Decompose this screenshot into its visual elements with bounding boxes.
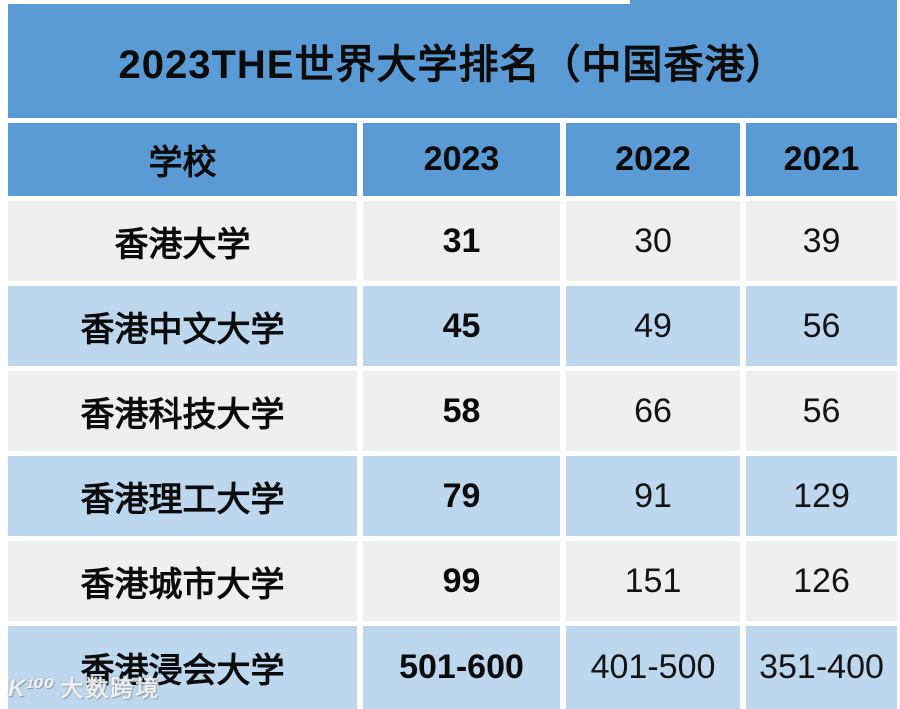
table-row-polyu: 香港理工大学 79 91 129 xyxy=(8,456,897,536)
rank-2022: 66 xyxy=(566,371,740,451)
header-cell-school: 学校 xyxy=(8,123,357,196)
school-name: 香港城市大学 xyxy=(8,541,357,621)
rank-2021: 129 xyxy=(746,456,897,536)
rank-2023: 501-600 xyxy=(363,626,560,709)
page-title: 2023THE世界大学排名（中国香港） xyxy=(118,43,787,87)
header-cell-2023: 2023 xyxy=(363,123,560,196)
rank-2023: 31 xyxy=(363,201,560,281)
rank-2023: 99 xyxy=(363,541,560,621)
table-row-hku: 香港大学 31 30 39 xyxy=(8,201,897,281)
rank-2021: 126 xyxy=(746,541,897,621)
rank-2021: 56 xyxy=(746,286,897,366)
table-row-cityu: 香港城市大学 99 151 126 xyxy=(8,541,897,621)
table-row-hkbu: 香港浸会大学 501-600 401-500 351-400 xyxy=(8,626,897,709)
school-name: 香港浸会大学 xyxy=(8,626,357,709)
rank-2023: 79 xyxy=(363,456,560,536)
rank-2022: 91 xyxy=(566,456,740,536)
rank-2022: 151 xyxy=(566,541,740,621)
school-name: 香港理工大学 xyxy=(8,456,357,536)
table-row-hkust: 香港科技大学 58 66 56 xyxy=(8,371,897,451)
school-name: 香港科技大学 xyxy=(8,371,357,451)
table-row-cuhk: 香港中文大学 45 49 56 xyxy=(8,286,897,366)
rank-2022: 49 xyxy=(566,286,740,366)
table-title-banner: 2023THE世界大学排名（中国香港） xyxy=(8,4,897,118)
rank-2023: 58 xyxy=(363,371,560,451)
rank-2022: 30 xyxy=(566,201,740,281)
rank-2022: 401-500 xyxy=(566,626,740,709)
rank-2021: 351-400 xyxy=(746,626,897,709)
rank-2021: 39 xyxy=(746,201,897,281)
school-name: 香港中文大学 xyxy=(8,286,357,366)
rank-2023: 45 xyxy=(363,286,560,366)
top-edge-notch xyxy=(630,0,897,4)
school-name: 香港大学 xyxy=(8,201,357,281)
header-cell-2021: 2021 xyxy=(746,123,897,196)
header-row: 学校 2023 2022 2021 xyxy=(8,123,897,196)
header-cell-2022: 2022 xyxy=(566,123,740,196)
rank-2021: 56 xyxy=(746,371,897,451)
